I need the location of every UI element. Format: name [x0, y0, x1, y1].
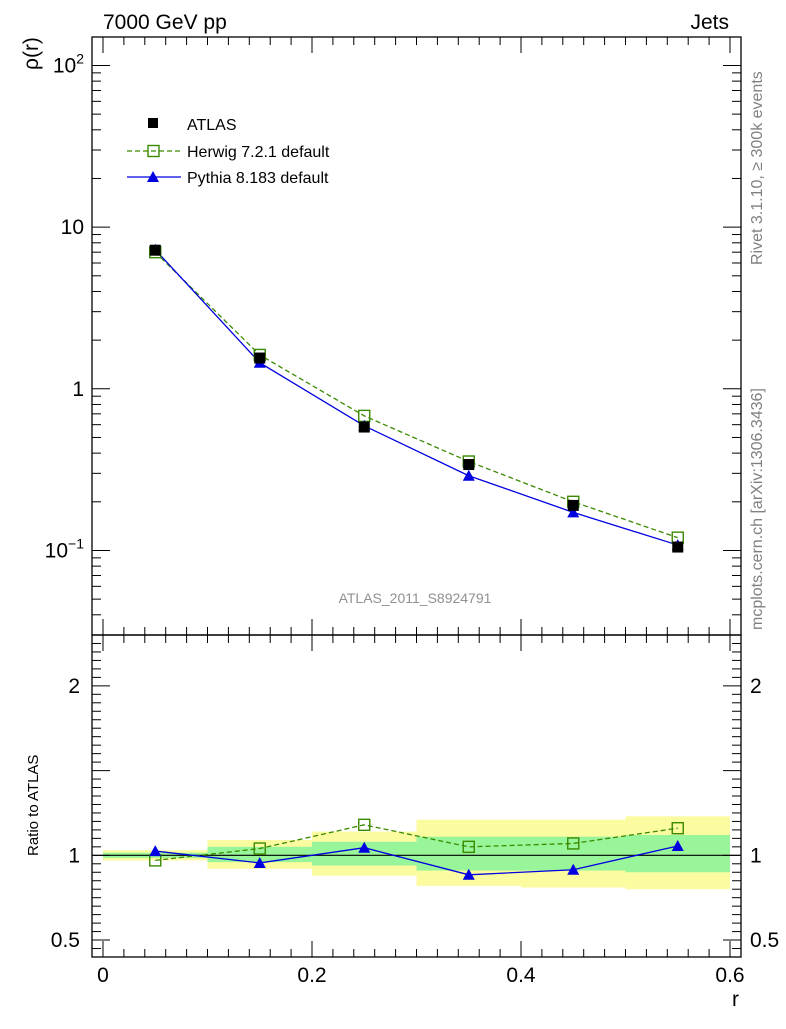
ratio-point-herwig-1 — [253, 842, 266, 855]
series-line-herwig — [154, 251, 678, 539]
watermark-label: ATLAS_2011_S8924791 — [339, 590, 492, 606]
axes: 0 0.2 0.4 0.6 10−1 1 10 102 0.5 0.5 1 1 2 2 — [45, 36, 779, 987]
ratio-plot-frame — [91, 634, 742, 958]
header-right-label: Jets — [690, 11, 729, 34]
y-tick-label-2: 10 — [61, 216, 84, 239]
ratio-point-pythia-2 — [358, 841, 371, 853]
legend-marker-herwig — [147, 144, 160, 158]
legend: ATLAS Herwig 7.2.1 default Pythia 8.183 … — [127, 117, 330, 187]
ratio-point-pythia-1 — [253, 856, 266, 868]
ratio-tick-label-right-2: 2 — [750, 675, 762, 698]
x-tick-label-1: 0.2 — [297, 964, 326, 987]
ratio-tick-label-left-1: 1 — [68, 844, 80, 867]
legend-label-pythia: Pythia 8.183 default — [187, 170, 329, 187]
point-atlas-2 — [358, 421, 370, 433]
band-inner-3 — [416, 836, 521, 871]
legend-label-atlas: ATLAS — [187, 117, 237, 134]
ratio-point-pythia-0 — [149, 845, 162, 857]
y-tick-label-1: 1 — [72, 378, 84, 401]
y-tick-label-0: 10−1 — [45, 535, 85, 562]
x-tick-label-3: 0.6 — [715, 964, 744, 987]
x-axis-title: r — [732, 988, 739, 1011]
point-atlas-1 — [254, 352, 266, 364]
series-line-pythia — [154, 249, 678, 546]
legend-marker-atlas — [148, 118, 158, 128]
ratio-tick-label-right-0: 0.5 — [750, 929, 779, 952]
point-atlas-4 — [567, 499, 579, 511]
ratio-point-herwig-4 — [567, 837, 580, 850]
x-tick-label-2: 0.4 — [506, 964, 536, 987]
point-pythia-3 — [462, 469, 475, 481]
ratio-axis-title: Ratio to ATLAS — [25, 755, 42, 856]
legend-label-herwig: Herwig 7.2.1 default — [187, 144, 330, 161]
header-left-label: 7000 GeV pp — [103, 11, 227, 34]
ratio-line-herwig — [155, 824, 678, 862]
main-series — [149, 243, 684, 553]
ratio-series — [149, 818, 684, 880]
ratio-point-herwig-2 — [358, 818, 371, 832]
point-pythia-4 — [567, 506, 580, 518]
point-atlas-0 — [149, 244, 161, 256]
side-label-top: Rivet 3.1.10, ≥ 300k events — [749, 71, 766, 265]
ratio-point-pythia-3 — [462, 868, 475, 880]
ratio-point-herwig-3 — [462, 840, 475, 854]
y-tick-label-3: 102 — [53, 50, 84, 77]
ratio-point-herwig-5 — [671, 822, 684, 835]
ratio-tick-label-left-0: 0.5 — [51, 929, 80, 952]
ratio-line-pythia — [155, 845, 678, 876]
legend-marker-pythia — [147, 171, 159, 182]
ratio-tick-label-left-2: 2 — [68, 675, 80, 698]
point-atlas-3 — [463, 459, 475, 471]
band-inner-2 — [312, 841, 417, 866]
ratio-point-pythia-5 — [671, 839, 684, 851]
ratio-bands — [103, 816, 730, 890]
side-label-bottom: mcplots.cern.ch [arXiv:1306.3436] — [749, 388, 766, 630]
point-atlas-5 — [672, 541, 684, 553]
ratio-point-pythia-4 — [567, 863, 580, 875]
x-tick-label-0: 0 — [97, 964, 109, 987]
ratio-tick-label-right-1: 1 — [750, 844, 762, 867]
y-axis-title: ρ(r) — [20, 37, 43, 70]
